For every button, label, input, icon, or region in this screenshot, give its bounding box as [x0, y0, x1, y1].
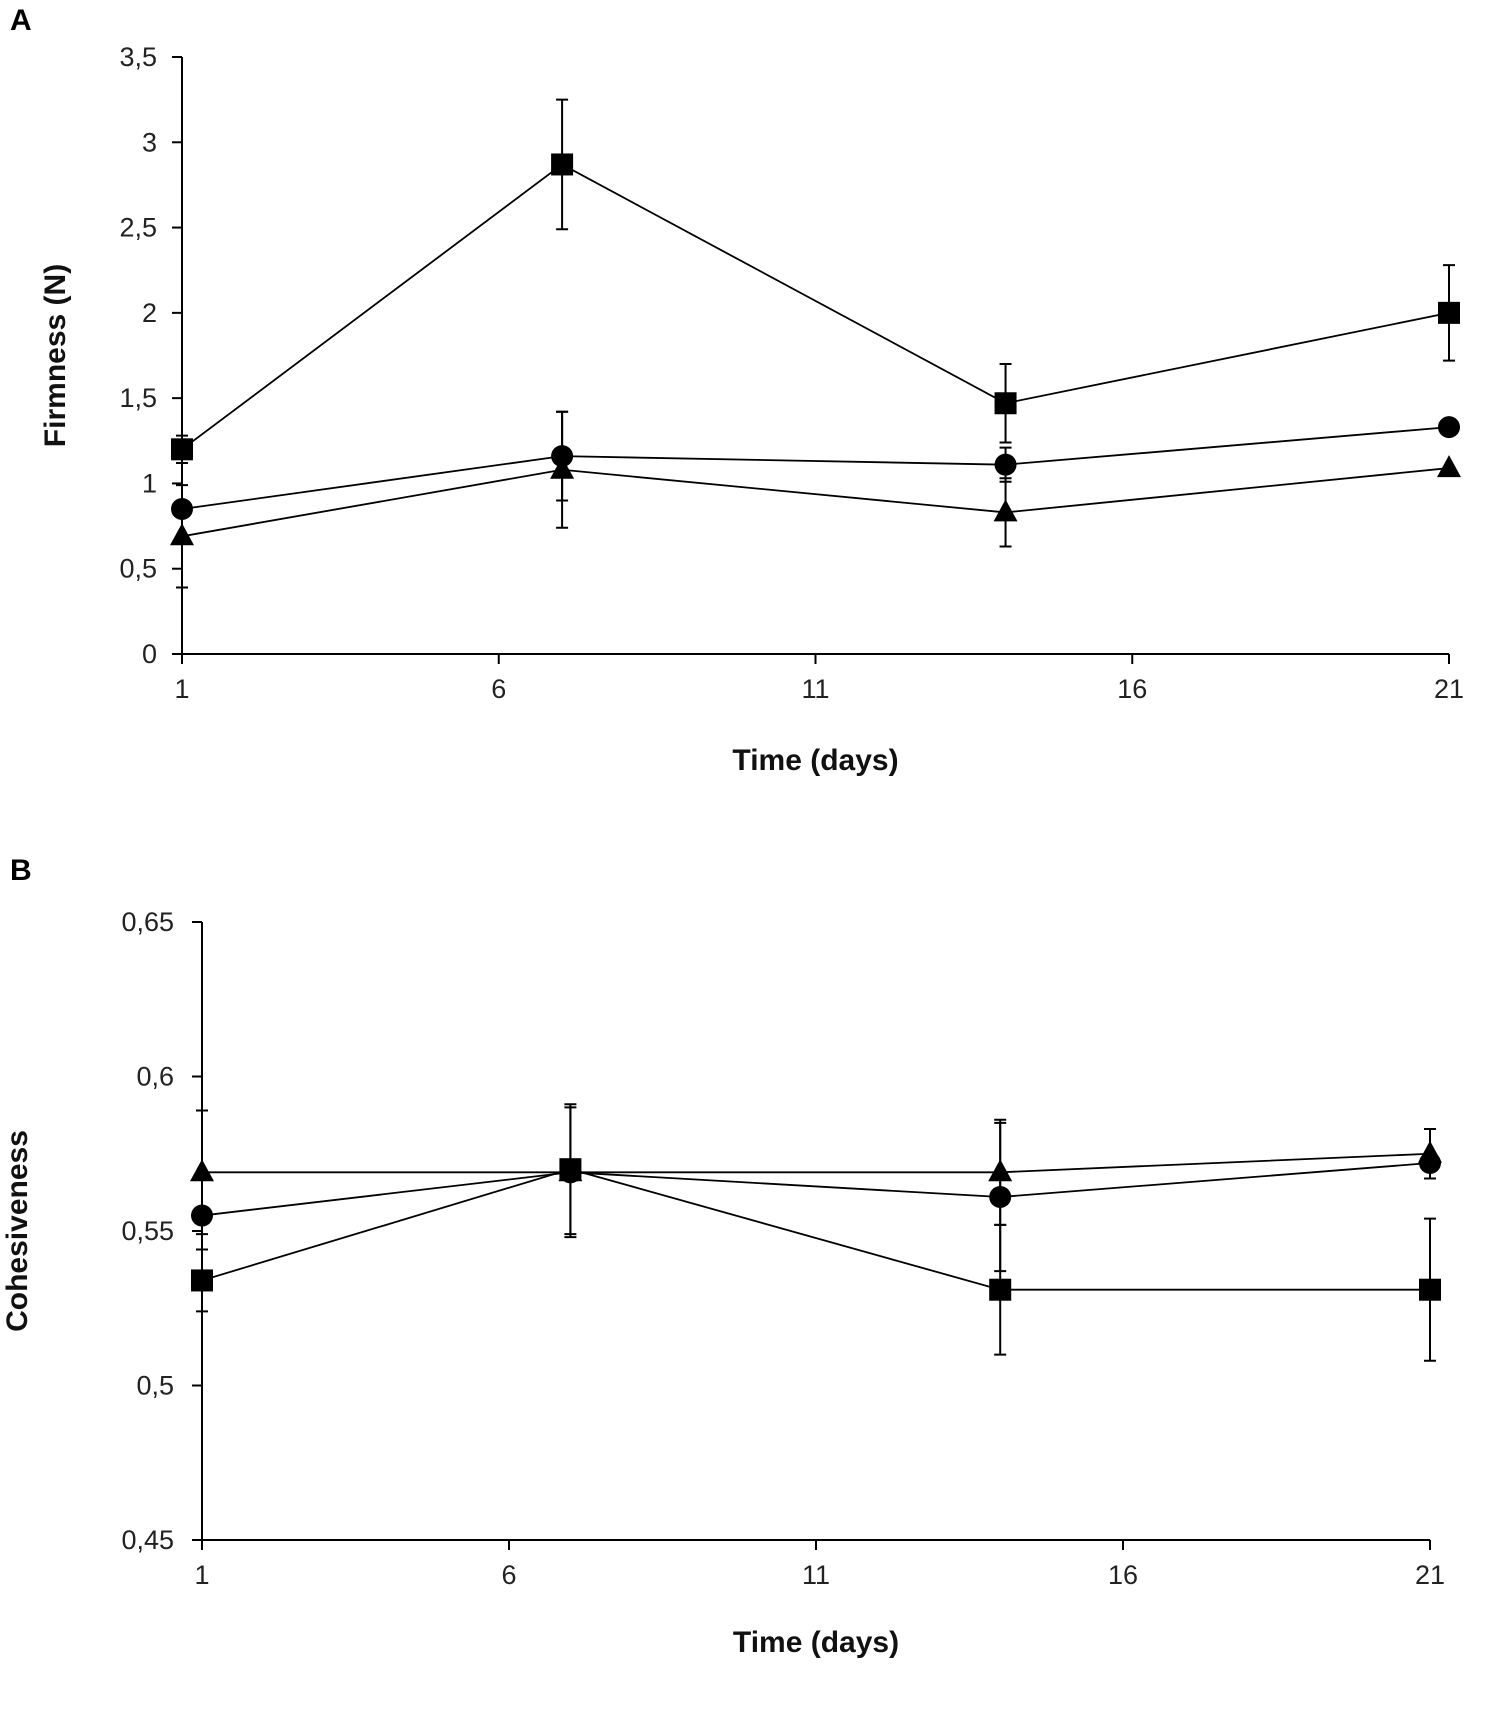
panel-b-point-square [1419, 1278, 1441, 1301]
panel-b-x-tick-label: 1 [194, 1560, 209, 1590]
panel-a-point-circle [551, 445, 574, 468]
panel-a-x-axis-title: Time (days) [732, 744, 898, 777]
panel-a-point-triangle [550, 456, 575, 479]
panel-a-y-axis-title: Firmness (N) [39, 264, 72, 447]
panel-b-point-triangle [988, 1159, 1013, 1182]
panel-a-y-tick-label: 2 [142, 298, 157, 328]
panel-a-y-tick-label: 3,5 [119, 42, 157, 72]
panel-b-x-axis-title: Time (days) [733, 1626, 899, 1659]
panel-b-y-tick-label: 0,45 [121, 1525, 174, 1555]
panel-b-series-line-circle [201, 1162, 1431, 1217]
panel-a-y-tick-label: 1,5 [119, 383, 157, 413]
panel-b-y-tick-label: 0,6 [136, 1062, 174, 1092]
panel-b-point-circle [989, 1186, 1012, 1209]
panel-a-x-tick-label: 11 [801, 674, 829, 704]
panel-b-point-square [559, 1158, 582, 1181]
panel-b-series-line-square [201, 1168, 1430, 1291]
panel-b-y-tick-label: 0,55 [121, 1216, 174, 1246]
panel-b-y-tick-label: 0,65 [121, 907, 174, 937]
panel-b-point-circle [1419, 1152, 1441, 1175]
panel-a-y-tick-label: 0 [142, 639, 157, 669]
panel-a-point-circle [994, 453, 1017, 476]
panel-a-series-line-circle [181, 426, 1450, 510]
panel-a-letter: A [10, 4, 32, 37]
panel-b-point-square [989, 1278, 1012, 1301]
panel-b-x-tick-label: 6 [501, 1560, 516, 1590]
panel-a-point-triangle [993, 499, 1018, 522]
panel-a-point-square [994, 392, 1017, 415]
panel-a-series-line-triangle [181, 467, 1450, 538]
panel-a-x-tick-label: 16 [1117, 674, 1147, 704]
panel-a-point-triangle [1437, 455, 1461, 478]
panel-a-point-circle [1438, 416, 1460, 439]
panel-a-point-square [1438, 301, 1460, 324]
panel-b-x-tick-label: 16 [1108, 1560, 1138, 1590]
panel-b-y-tick-label: 0,5 [136, 1371, 174, 1401]
panel-a-x-tick-label: 6 [491, 674, 506, 704]
panel-b-letter: B [10, 854, 32, 887]
panel-a-y-tick-label: 1 [142, 468, 157, 498]
panel-b-point-square [191, 1269, 213, 1292]
panel-b-x-tick-label: 21 [1415, 1560, 1445, 1590]
panel-a-series-line-square [181, 163, 1450, 451]
panel-a-x-tick-label: 1 [174, 674, 189, 704]
panel-a-y-tick-label: 3 [142, 127, 157, 157]
panel-a-x-tick-label: 21 [1434, 674, 1464, 704]
panel-a-y-tick-label: 0,5 [119, 554, 157, 584]
panel-b-point-triangle [190, 1159, 214, 1182]
panel-a-y-tick-label: 2,5 [119, 213, 157, 243]
panel-b-x-tick-label: 11 [802, 1560, 830, 1590]
panel-b-series-line-triangle [202, 1152, 1431, 1174]
panel-a-point-square [551, 153, 574, 176]
panel-a-point-circle [171, 498, 193, 521]
panel-b-point-circle [191, 1204, 213, 1227]
panel-a-point-triangle [170, 523, 194, 546]
panel-b-y-axis-title: Cohesiveness [1, 1130, 34, 1332]
panel-a-point-square [171, 438, 193, 461]
